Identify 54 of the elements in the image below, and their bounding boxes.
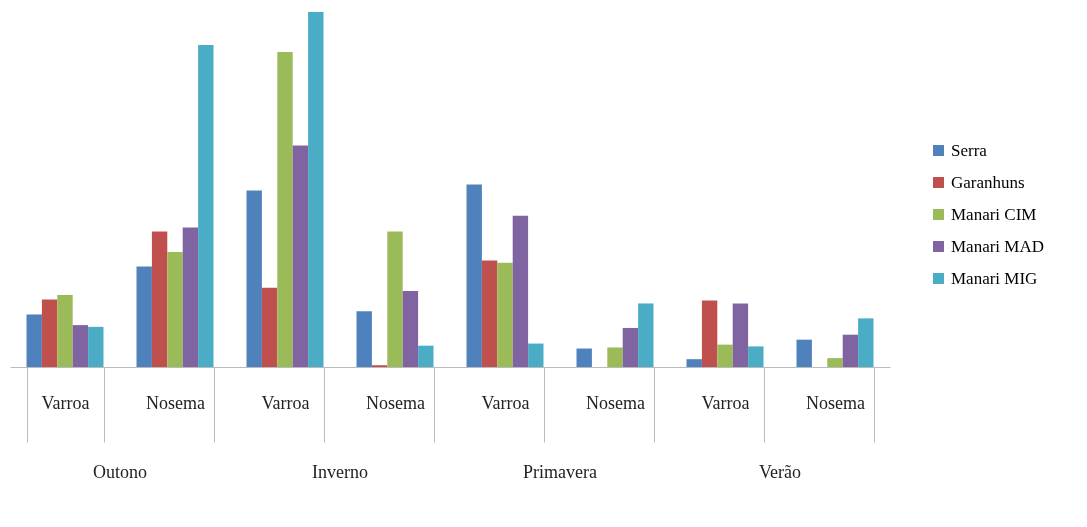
bar (717, 344, 733, 367)
bar (41, 299, 58, 367)
bar (402, 291, 419, 367)
text: Outono (93, 462, 147, 482)
bar (356, 311, 372, 367)
legend-label: Garanhuns (951, 172, 1025, 192)
bar (418, 345, 434, 367)
x-tick-label: Varroa (261, 392, 310, 413)
bar (167, 251, 183, 367)
bar (638, 303, 654, 367)
bar (277, 52, 293, 367)
bar (481, 260, 498, 367)
bar (151, 231, 168, 367)
bar (246, 190, 262, 367)
bar (261, 287, 278, 367)
text: Primavera (523, 462, 597, 482)
text: Verão (759, 462, 801, 482)
bar (136, 266, 152, 367)
x-tick-label: Varroa (701, 392, 750, 413)
bar (308, 12, 324, 367)
bar (512, 215, 529, 367)
bar (622, 327, 639, 367)
x-tick-label: Nosema (806, 392, 865, 413)
bar (748, 346, 764, 367)
bar (387, 231, 403, 367)
bar (732, 303, 749, 367)
x-tick-label: Nosema (366, 392, 425, 413)
bar (576, 348, 592, 367)
bar (57, 294, 73, 367)
legend-label: Manari MIG (951, 268, 1038, 288)
legend-label: Serra (951, 140, 988, 160)
x-tick-label: Nosema (146, 392, 205, 413)
bar (858, 318, 874, 367)
bar (827, 358, 843, 367)
bar (292, 145, 309, 367)
bar (842, 334, 859, 367)
bar (198, 45, 214, 367)
bar (72, 325, 89, 367)
bar (686, 359, 702, 367)
bar (466, 184, 482, 367)
text: Inverno (312, 462, 368, 482)
bar (497, 262, 513, 367)
legend-label: Manari MAD (951, 236, 1045, 256)
x-tick-label: Varroa (481, 392, 530, 413)
bar (182, 227, 199, 367)
bar (88, 326, 104, 367)
bar (701, 300, 718, 367)
bar (26, 314, 42, 367)
bar (607, 347, 623, 367)
x-tick-label: Nosema (586, 392, 645, 413)
legend-label: Manari CIM (951, 204, 1037, 224)
bar (796, 339, 812, 367)
x-tick-label: Varroa (41, 392, 90, 413)
bar (528, 343, 544, 367)
